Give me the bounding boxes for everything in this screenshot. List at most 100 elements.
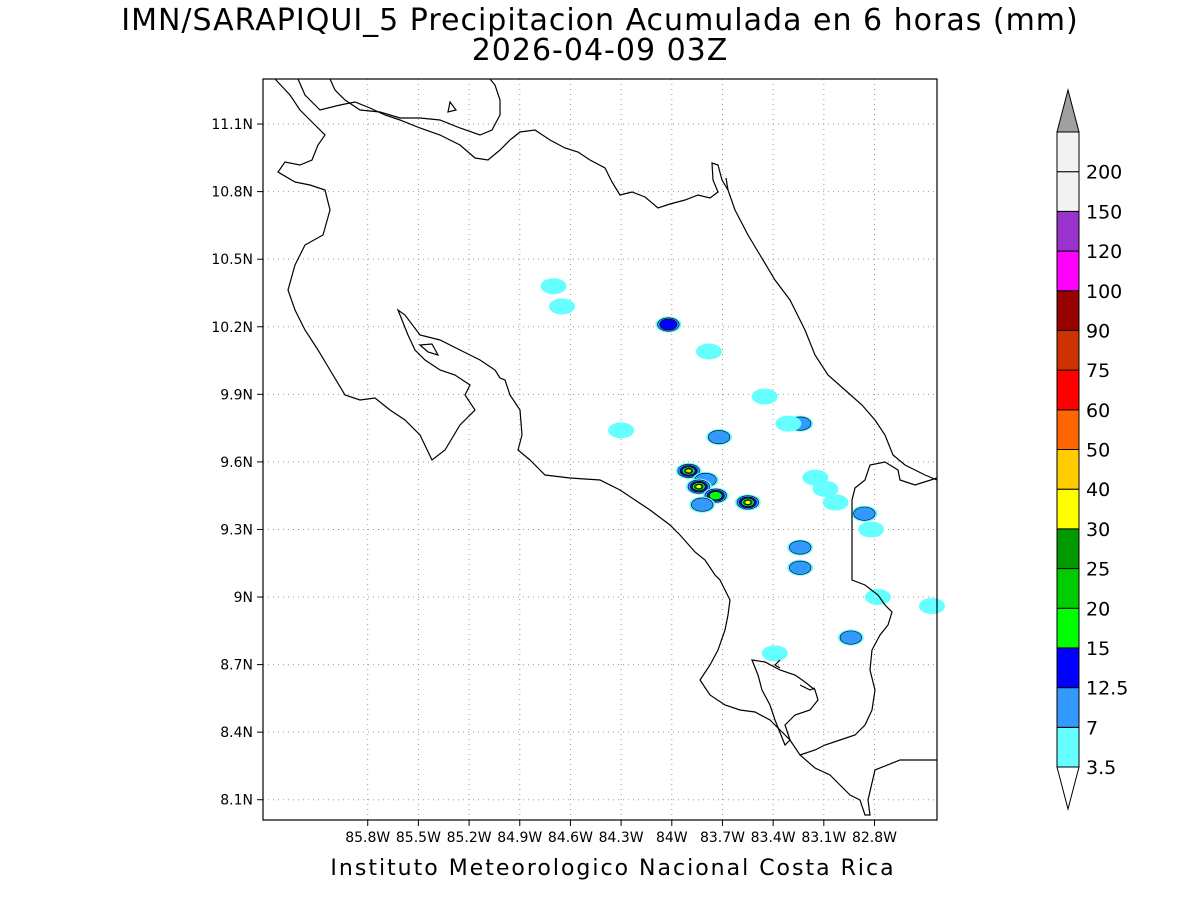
tick-label-lon: 83.7W xyxy=(700,830,745,846)
tick-label-lon: 83.4W xyxy=(751,830,796,846)
colorbar-under-arrow xyxy=(1056,766,1080,811)
precip-cell xyxy=(689,496,716,513)
colorbar-legend: 3.5 7 12.5 15 20 25 30 40 50 60 75 90 100 120 150 200 xyxy=(1056,88,1128,811)
colorbar-swatch xyxy=(1056,171,1080,212)
precip-cell xyxy=(787,539,814,556)
colorbar-label: 50 xyxy=(1086,440,1110,462)
precip-cell xyxy=(548,298,575,315)
precip-cell xyxy=(675,462,702,479)
colorbar-label: 12.5 xyxy=(1086,678,1128,700)
map-title: IMN/SARAPIQUI_5 Precipitacion Acumulada … xyxy=(121,3,1079,38)
precip-contour xyxy=(707,430,731,445)
precip-cell xyxy=(706,429,733,446)
tick-label-lon: 83.1W xyxy=(801,830,846,846)
colorbar-label: 75 xyxy=(1086,360,1110,382)
tick-label-lon: 84W xyxy=(656,830,688,846)
tick-label-lat: 8.4N xyxy=(220,725,253,741)
colorbar-label: 3.5 xyxy=(1086,757,1116,779)
colorbar-swatch xyxy=(1056,290,1080,331)
precip-contour xyxy=(608,422,635,439)
precip-contour xyxy=(789,560,812,575)
precip-contour xyxy=(858,521,885,538)
tick-label-lat: 10.2N xyxy=(211,320,253,336)
colorbar-swatch xyxy=(1056,647,1080,689)
tick-label-lon: 84.6W xyxy=(548,830,593,846)
tick-label-lat: 8.1N xyxy=(220,793,253,809)
tick-label-lat: 9N xyxy=(234,590,253,606)
precip-contour xyxy=(918,598,945,615)
colorbar-label: 120 xyxy=(1086,241,1122,263)
colorbar-label: 200 xyxy=(1086,162,1122,184)
colorbar-label: 40 xyxy=(1086,479,1110,501)
map-plot-area xyxy=(263,79,937,820)
tick-label-lat: 9.6N xyxy=(220,455,253,471)
precip-cell xyxy=(761,645,788,662)
map-gridlines xyxy=(263,79,937,820)
tick-label-lon: 85.5W xyxy=(396,830,441,846)
precip-contour xyxy=(775,415,802,432)
precip-cell xyxy=(851,505,878,522)
colorbar-swatch xyxy=(1056,369,1080,411)
precip-cell xyxy=(775,415,802,432)
precip-cell xyxy=(837,629,864,646)
colorbar-swatch xyxy=(1056,131,1080,173)
colorbar-swatch xyxy=(1056,568,1080,609)
precip-contour xyxy=(709,491,723,501)
map-frame xyxy=(262,78,938,821)
colorbar-swatch xyxy=(1056,449,1080,490)
map-valid-time: 2026-04-09 03Z xyxy=(471,33,729,68)
colorbar-label: 30 xyxy=(1086,519,1110,541)
precip-cell xyxy=(734,494,761,511)
precipitation-contours xyxy=(540,278,945,662)
precip-contour xyxy=(864,589,891,606)
colorbar-swatch xyxy=(1056,687,1080,728)
precip-contour xyxy=(695,343,722,360)
precip-contour xyxy=(695,484,703,489)
tick-label-lon: 85.2W xyxy=(447,830,492,846)
precip-cell xyxy=(540,278,567,295)
precip-contour xyxy=(744,500,752,505)
precip-contour xyxy=(812,480,839,497)
colorbar-swatch xyxy=(1056,528,1080,570)
precip-cell xyxy=(751,388,778,405)
colorbar-swatch xyxy=(1056,250,1080,292)
precip-cell xyxy=(822,494,849,511)
colorbar-swatch xyxy=(1056,607,1080,649)
tick-label-lat: 10.8N xyxy=(211,185,253,201)
axis-ticks: 85.8W 85.5W 85.2W 84.9W 84.6W 84.3W 84W 83.7W 83… xyxy=(211,117,897,846)
tick-label-lat: 10.5N xyxy=(211,252,253,268)
colorbar-label: 60 xyxy=(1086,400,1110,422)
tick-label-lon: 84.9W xyxy=(497,830,542,846)
colorbar-swatch xyxy=(1056,726,1080,768)
colorbar-label: 150 xyxy=(1086,201,1122,223)
precip-contour xyxy=(691,497,714,512)
coastlines-borders xyxy=(274,78,938,816)
tick-label-lat: 9.3N xyxy=(220,522,253,538)
tick-label-lat: 11.1N xyxy=(211,117,253,133)
colorbar-swatch xyxy=(1056,329,1080,371)
colorbar-over-arrow xyxy=(1056,88,1080,133)
colorbar-swatch xyxy=(1056,409,1080,450)
colorbar-label: 90 xyxy=(1086,320,1110,342)
precip-cell xyxy=(812,480,839,497)
footer-credit: Instituto Meteorologico Nacional Costa R… xyxy=(330,856,896,881)
precip-cell xyxy=(695,343,722,360)
colorbar-label: 25 xyxy=(1086,559,1110,581)
precip-cell xyxy=(918,598,945,615)
precip-cell xyxy=(787,559,814,576)
precip-cell xyxy=(685,478,712,495)
colorbar-label: 20 xyxy=(1086,598,1110,620)
precip-contour xyxy=(839,630,862,645)
colorbar-swatch xyxy=(1056,210,1080,252)
colorbar-label: 7 xyxy=(1086,717,1098,739)
precip-contour xyxy=(659,318,678,331)
precip-cell xyxy=(858,521,885,538)
precip-cell xyxy=(864,589,891,606)
precip-contour xyxy=(548,298,575,315)
precip-contour xyxy=(761,645,788,662)
precip-cell xyxy=(608,422,635,439)
colorbar-label: 15 xyxy=(1086,638,1110,660)
colorbar-label: 100 xyxy=(1086,281,1122,303)
precip-cell xyxy=(655,316,682,333)
